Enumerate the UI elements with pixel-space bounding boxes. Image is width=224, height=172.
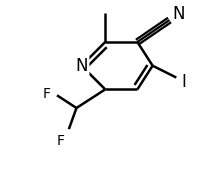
Text: N: N <box>173 5 185 23</box>
Text: N: N <box>75 57 88 75</box>
Text: F: F <box>43 87 51 101</box>
Text: F: F <box>56 134 64 148</box>
Text: I: I <box>181 73 186 91</box>
